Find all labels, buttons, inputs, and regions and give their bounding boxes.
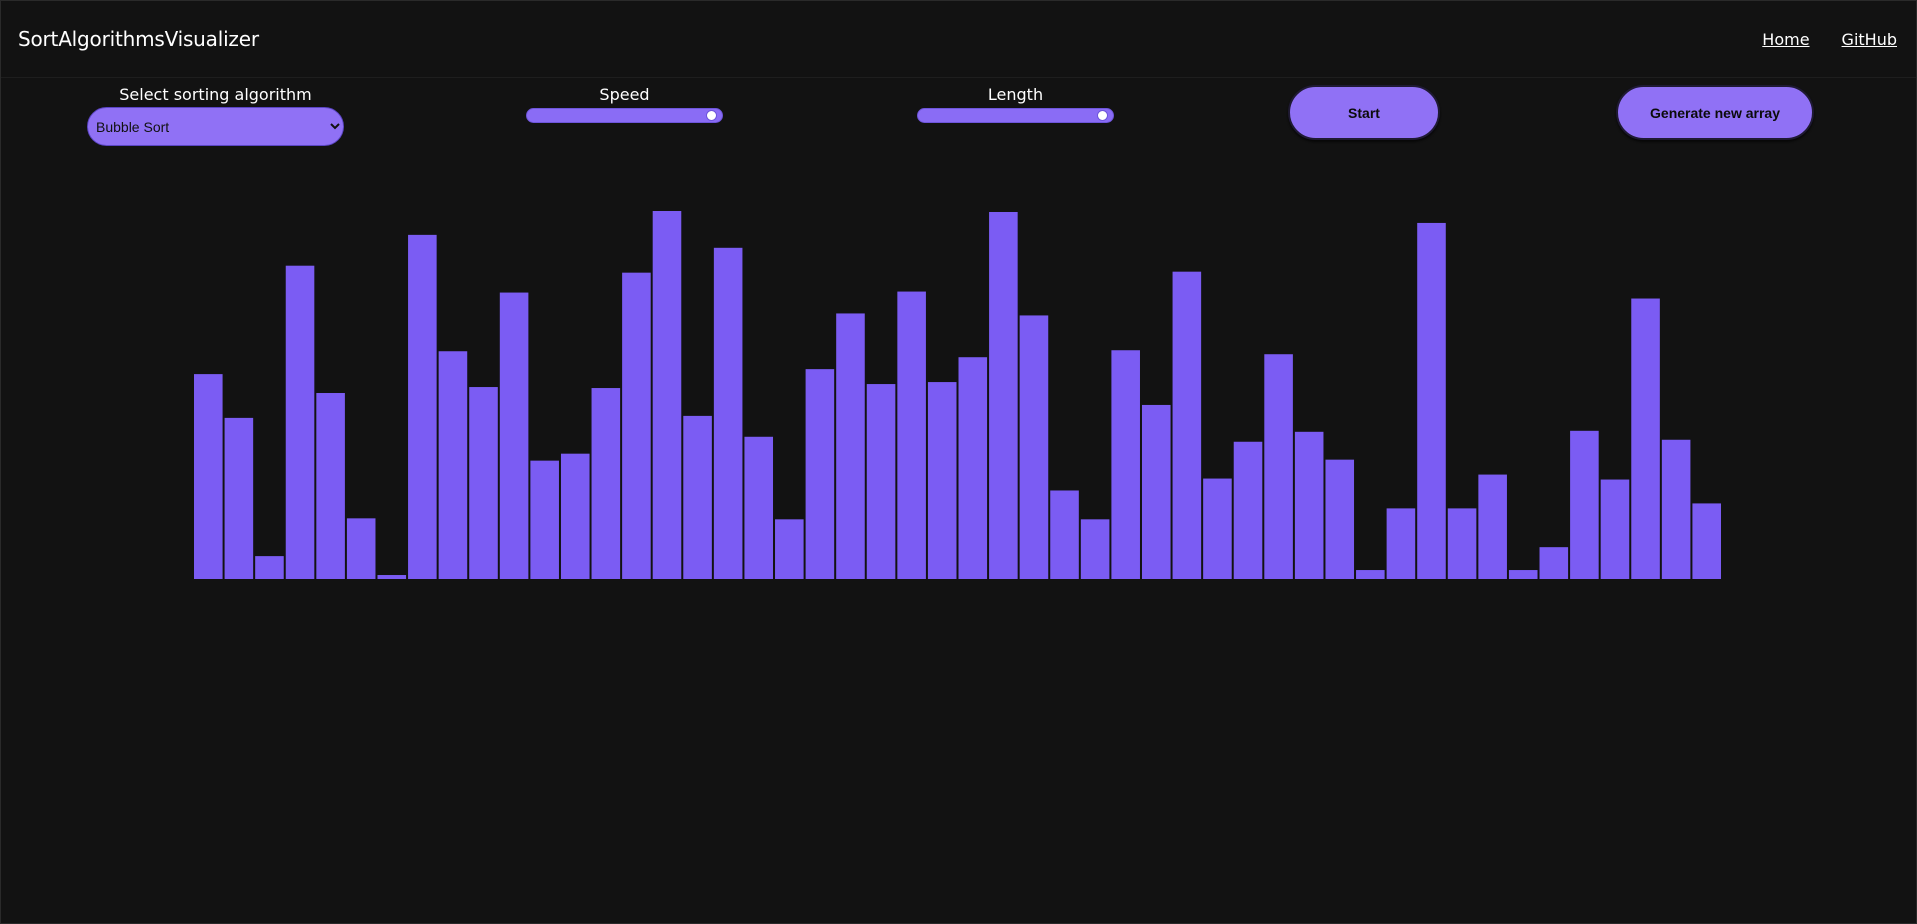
array-bar-42 <box>1478 474 1507 579</box>
array-bar-27 <box>1019 315 1049 579</box>
array-bar-32 <box>1172 271 1202 579</box>
array-bar-39 <box>1386 508 1416 579</box>
array-bar-29 <box>1080 519 1110 579</box>
navbar: SortAlgorithmsVisualizer Home GitHub <box>1 1 1916 78</box>
array-bar-10 <box>499 292 529 579</box>
array-bar-46 <box>1600 479 1630 579</box>
algorithm-label: Select sorting algorithm <box>119 85 312 104</box>
array-bar-48 <box>1661 439 1691 579</box>
array-bar-11 <box>530 460 559 579</box>
start-button[interactable]: Start <box>1288 85 1440 140</box>
array-bar-17 <box>713 247 743 580</box>
nav-links: Home GitHub <box>1762 30 1897 49</box>
array-bar-15 <box>652 211 682 579</box>
array-bar-49 <box>1692 503 1721 579</box>
array-bar-30 <box>1111 350 1140 579</box>
algorithm-select[interactable]: Bubble Sort <box>87 107 344 146</box>
array-bar-3 <box>285 265 315 579</box>
array-bar-9 <box>469 387 498 579</box>
array-bar-20 <box>805 369 835 579</box>
array-bar-5 <box>346 518 376 579</box>
array-bar-4 <box>316 393 345 579</box>
speed-label: Speed <box>599 85 650 104</box>
array-bar-34 <box>1233 441 1263 579</box>
length-slider[interactable] <box>917 108 1114 123</box>
array-bar-2 <box>255 556 284 579</box>
array-bar-38 <box>1356 570 1385 579</box>
generate-array-button[interactable]: Generate new array <box>1616 85 1814 140</box>
array-bar-21 <box>836 313 865 579</box>
array-bar-25 <box>958 357 988 579</box>
array-bar-47 <box>1631 298 1660 579</box>
array-bar-41 <box>1447 508 1477 579</box>
array-bar-18 <box>744 436 774 579</box>
array-bar-0 <box>194 374 223 579</box>
array-bar-8 <box>438 351 468 579</box>
array-bar-14 <box>622 272 651 579</box>
array-bar-6 <box>377 575 407 579</box>
array-bar-7 <box>408 234 437 579</box>
brand-title[interactable]: SortAlgorithmsVisualizer <box>18 27 259 51</box>
array-bar-43 <box>1508 570 1538 579</box>
array-bar-45 <box>1570 430 1599 579</box>
array-bar-19 <box>775 519 804 579</box>
array-bar-37 <box>1325 459 1355 579</box>
array-bar-16 <box>683 415 712 579</box>
array-bar-12 <box>560 453 590 579</box>
nav-github-link[interactable]: GitHub <box>1841 30 1897 49</box>
array-bar-44 <box>1539 547 1569 579</box>
array-bar-33 <box>1203 478 1232 579</box>
array-bar-36 <box>1294 431 1324 579</box>
array-bar-1 <box>224 417 254 579</box>
array-bar-22 <box>866 384 896 579</box>
array-bar-23 <box>897 291 926 579</box>
array-bar-28 <box>1050 490 1079 579</box>
array-bar-35 <box>1264 354 1293 579</box>
speed-slider-thumb[interactable] <box>706 110 718 121</box>
length-label: Length <box>987 85 1044 104</box>
length-slider-thumb[interactable] <box>1097 110 1109 121</box>
array-bar-26 <box>989 211 1018 580</box>
array-bar-31 <box>1141 404 1171 579</box>
nav-home-link[interactable]: Home <box>1762 30 1810 49</box>
speed-slider[interactable] <box>526 108 723 123</box>
array-bar-13 <box>591 388 621 579</box>
array-bar-40 <box>1417 222 1446 579</box>
array-bar-24 <box>927 382 957 579</box>
